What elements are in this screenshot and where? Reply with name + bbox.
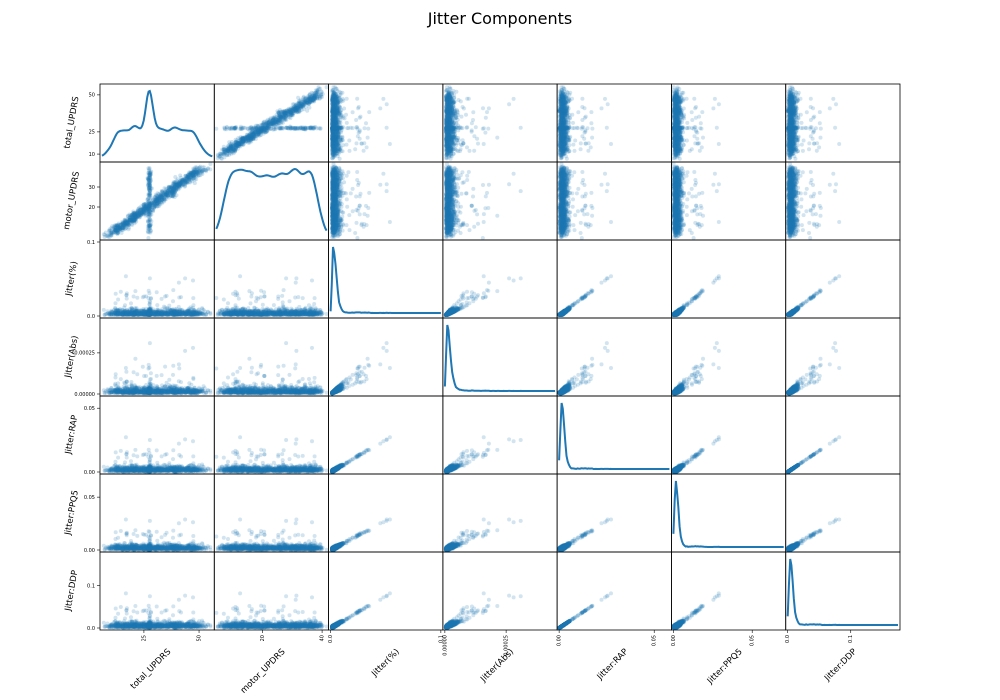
data-point bbox=[338, 96, 342, 100]
data-point bbox=[225, 125, 229, 129]
data-point bbox=[359, 115, 363, 119]
panel-frame bbox=[100, 84, 214, 162]
data-point bbox=[295, 110, 299, 114]
data-point bbox=[348, 149, 352, 153]
data-point bbox=[311, 94, 315, 98]
data-point bbox=[364, 121, 368, 125]
data-point bbox=[225, 147, 229, 151]
data-point bbox=[279, 127, 283, 131]
data-point bbox=[341, 143, 345, 147]
data-point bbox=[293, 126, 297, 130]
data-point bbox=[277, 121, 281, 125]
data-point bbox=[284, 113, 288, 117]
data-point bbox=[341, 97, 345, 101]
data-point bbox=[336, 100, 340, 104]
data-point bbox=[259, 133, 263, 137]
data-point bbox=[271, 120, 275, 124]
data-point bbox=[330, 88, 334, 92]
data-point bbox=[318, 94, 322, 98]
data-point bbox=[284, 126, 288, 130]
data-point bbox=[366, 136, 370, 140]
data-point bbox=[225, 152, 229, 156]
data-point bbox=[362, 141, 366, 145]
data-point bbox=[381, 97, 385, 101]
data-point bbox=[310, 126, 314, 130]
data-point bbox=[339, 121, 343, 125]
data-point bbox=[263, 128, 267, 132]
data-point bbox=[241, 126, 245, 130]
data-point bbox=[347, 139, 351, 143]
data-point bbox=[356, 106, 360, 110]
data-point bbox=[222, 147, 226, 151]
panel-total-updrs-vs-jitter bbox=[329, 84, 443, 162]
data-point bbox=[358, 137, 362, 141]
data-point bbox=[216, 153, 220, 157]
data-point bbox=[351, 110, 355, 114]
data-point bbox=[214, 127, 218, 131]
data-point bbox=[325, 85, 329, 89]
data-point bbox=[354, 118, 358, 122]
data-point bbox=[346, 126, 350, 130]
data-point bbox=[339, 116, 343, 120]
data-point bbox=[254, 126, 258, 130]
data-point bbox=[304, 127, 308, 131]
data-point bbox=[365, 145, 369, 149]
data-point bbox=[289, 112, 293, 116]
data-point bbox=[274, 126, 278, 130]
data-point bbox=[378, 106, 382, 110]
data-point bbox=[318, 127, 322, 131]
data-point bbox=[295, 104, 299, 108]
data-point bbox=[345, 121, 349, 125]
scatter-points bbox=[214, 85, 328, 161]
data-point bbox=[341, 125, 345, 129]
data-point bbox=[285, 109, 289, 113]
data-point bbox=[355, 125, 359, 129]
data-point bbox=[299, 126, 303, 130]
data-point bbox=[345, 97, 349, 101]
data-point bbox=[259, 126, 263, 130]
data-point bbox=[308, 100, 312, 104]
data-point bbox=[339, 91, 343, 95]
kde-line-total-updrs bbox=[102, 91, 212, 156]
panel-total-updrs-vs-motor-updrs bbox=[214, 84, 328, 162]
scatter-points bbox=[330, 85, 392, 161]
data-point bbox=[385, 102, 389, 106]
data-point bbox=[362, 149, 366, 153]
data-point bbox=[278, 108, 282, 112]
panel-total-updrs-vs-total-updrs bbox=[100, 84, 214, 162]
data-point bbox=[290, 109, 294, 113]
data-point bbox=[232, 148, 236, 152]
data-point bbox=[245, 126, 249, 130]
data-point bbox=[366, 127, 370, 131]
data-point bbox=[355, 97, 359, 101]
data-point bbox=[281, 121, 285, 125]
data-point bbox=[261, 123, 265, 127]
data-point bbox=[363, 126, 367, 130]
data-point bbox=[234, 144, 238, 148]
data-point bbox=[353, 147, 357, 151]
data-point bbox=[301, 104, 305, 108]
data-point bbox=[253, 135, 257, 139]
data-point bbox=[367, 110, 371, 114]
data-point bbox=[234, 127, 238, 131]
data-point bbox=[317, 87, 321, 91]
data-point bbox=[385, 126, 389, 130]
data-point bbox=[244, 137, 248, 141]
data-point bbox=[238, 142, 242, 146]
data-point bbox=[281, 117, 285, 121]
data-point bbox=[343, 116, 347, 120]
data-point bbox=[270, 124, 274, 128]
data-point bbox=[355, 141, 359, 145]
